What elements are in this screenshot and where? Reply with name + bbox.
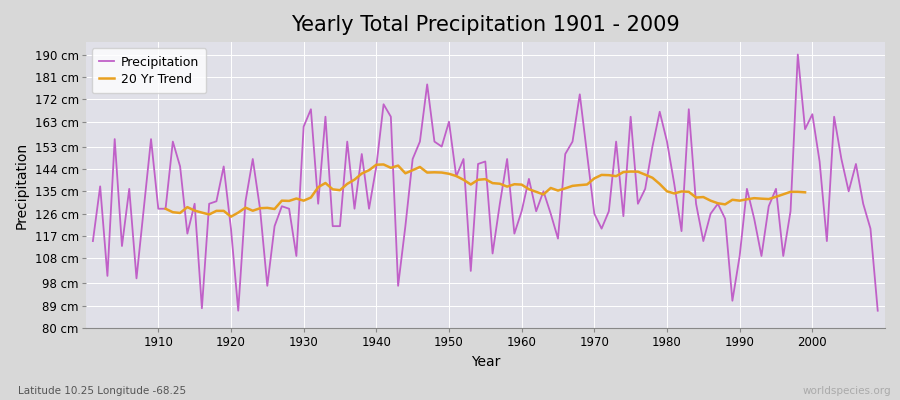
- Y-axis label: Precipitation: Precipitation: [15, 142, 29, 229]
- 20 Yr Trend: [501, 184, 512, 189]
- Legend: Precipitation, 20 Yr Trend: Precipitation, 20 Yr Trend: [92, 48, 206, 93]
- 20 Yr Trend: [160, 206, 171, 211]
- Precipitation: [146, 137, 157, 142]
- Precipitation: [792, 52, 803, 57]
- Precipitation: [356, 152, 367, 156]
- Precipitation: [233, 308, 244, 313]
- X-axis label: Year: Year: [471, 355, 500, 369]
- Text: Latitude 10.25 Longitude -68.25: Latitude 10.25 Longitude -68.25: [18, 386, 186, 396]
- Line: Precipitation: Precipitation: [93, 54, 878, 311]
- 20 Yr Trend: [298, 198, 309, 203]
- 20 Yr Trend: [248, 208, 258, 213]
- Precipitation: [313, 201, 324, 206]
- Precipitation: [611, 139, 622, 144]
- 20 Yr Trend: [378, 162, 389, 167]
- Precipitation: [87, 239, 98, 244]
- 20 Yr Trend: [742, 197, 752, 202]
- Text: worldspecies.org: worldspecies.org: [803, 386, 891, 396]
- Precipitation: [517, 209, 527, 214]
- 20 Yr Trend: [800, 190, 811, 195]
- Precipitation: [524, 176, 535, 181]
- Line: 20 Yr Trend: 20 Yr Trend: [166, 164, 806, 217]
- 20 Yr Trend: [226, 214, 237, 219]
- 20 Yr Trend: [422, 170, 433, 175]
- Title: Yearly Total Precipitation 1901 - 2009: Yearly Total Precipitation 1901 - 2009: [291, 15, 680, 35]
- 20 Yr Trend: [233, 210, 244, 215]
- Precipitation: [872, 308, 883, 313]
